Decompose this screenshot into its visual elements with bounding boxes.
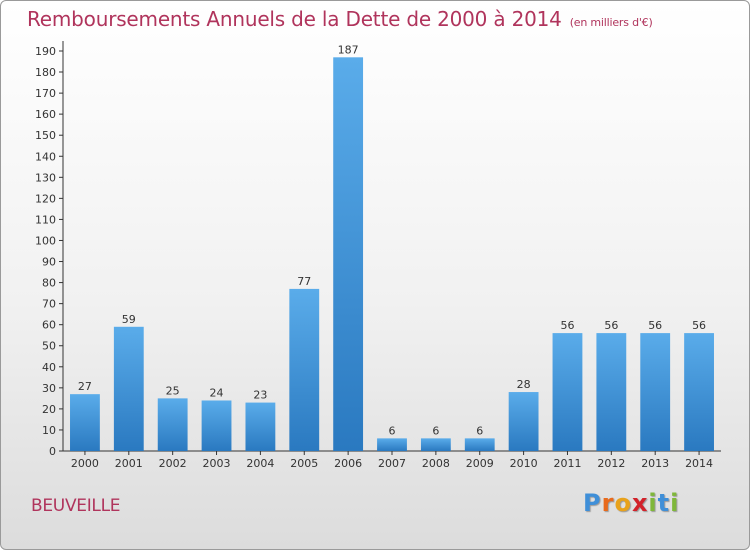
commune-name: BEUVEILLE [31,496,121,516]
chart-axes: 0 10 20 30 40 50 60 70 80 90 100 110 120 130 140 150 160… [35,41,721,470]
bar-value-label: 59 [122,313,136,326]
bar-value-label: 6 [389,424,396,437]
y-tick-label: 50 [42,340,56,353]
bar-2004 [245,402,276,451]
bar-2008 [420,438,451,451]
x-tick-label: 2000 [71,457,99,470]
bar-value-label: 56 [604,319,618,332]
bar-2012 [596,333,627,451]
chart-title-text: Remboursements Annuels de la Dette de 20… [27,7,562,31]
x-tick-label: 2011 [553,457,581,470]
bar-2009 [464,438,495,451]
x-tick-label: 2014 [685,457,713,470]
x-tick-label: 2008 [422,457,450,470]
y-tick-label: 160 [35,108,56,121]
bar-2006 [333,57,364,451]
x-tick-label: 2012 [597,457,625,470]
x-tick-label: 2003 [203,457,231,470]
y-tick-label: 130 [35,171,56,184]
bar-value-label: 56 [692,319,706,332]
bar-value-label: 28 [517,378,531,391]
bar-value-label: 6 [432,424,439,437]
y-tick-label: 170 [35,87,56,100]
bar-2000 [70,394,100,451]
y-tick-label: 80 [42,277,56,290]
bar-2005 [289,288,320,451]
proxiti-logo: Proxiti [583,489,679,517]
bar-value-label: 27 [78,380,92,393]
y-tick-label: 120 [35,192,56,205]
y-tick-label: 20 [42,403,56,416]
x-tick-label: 2006 [334,457,362,470]
y-tick-label: 10 [42,424,56,437]
chart-bars: 27 59 25 24 23 77 187 6 6 6 28 56 56 56 56 [70,43,714,451]
y-tick-label: 140 [35,150,56,163]
bar-value-label: 77 [297,275,311,288]
y-tick-label: 40 [42,361,56,374]
logo-letter: i [670,489,680,517]
chart-title: Remboursements Annuels de la Dette de 20… [27,7,653,31]
y-tick-label: 150 [35,129,56,142]
y-tick-label: 100 [35,234,56,247]
x-tick-label: 2004 [246,457,274,470]
logo-letter: i [648,489,658,517]
x-tick-label: 2005 [290,457,318,470]
x-tick-label: 2002 [159,457,187,470]
y-tick-label: 30 [42,382,56,395]
y-tick-label: 90 [42,256,56,269]
bar-value-label: 23 [253,389,267,402]
y-tick-label: 110 [35,213,56,226]
bar-value-label: 24 [210,386,224,399]
x-tick-label: 2007 [378,457,406,470]
y-tick-label: 70 [42,298,56,311]
logo-letter: r [601,489,615,517]
bar-2014 [684,333,714,451]
logo-letter: P [583,489,602,517]
bar-value-label: 25 [166,384,180,397]
y-tick-label: 180 [35,66,56,79]
bar-value-label: 6 [476,424,483,437]
bar-value-label: 56 [648,319,662,332]
x-tick-label: 2001 [115,457,143,470]
logo-letter: o [614,489,632,517]
y-tick-label: 190 [35,45,56,58]
x-tick-label: 2009 [466,457,494,470]
y-tick-label: 60 [42,319,56,332]
bar-2007 [377,438,407,451]
y-tick-label: 0 [49,445,56,458]
bar-value-label: 56 [560,319,574,332]
bar-2010 [508,392,539,451]
logo-letter: x [631,489,649,517]
chart-unit: (en milliers d'€) [569,16,653,29]
x-tick-label: 2010 [510,457,538,470]
bar-2003 [201,400,232,451]
bar-2001 [113,326,144,451]
bar-2011 [552,333,583,451]
bar-2013 [640,333,671,451]
x-tick-label: 2013 [641,457,669,470]
bar-value-label: 187 [338,43,359,56]
logo-letter: t [657,489,671,517]
bar-2002 [157,398,188,451]
